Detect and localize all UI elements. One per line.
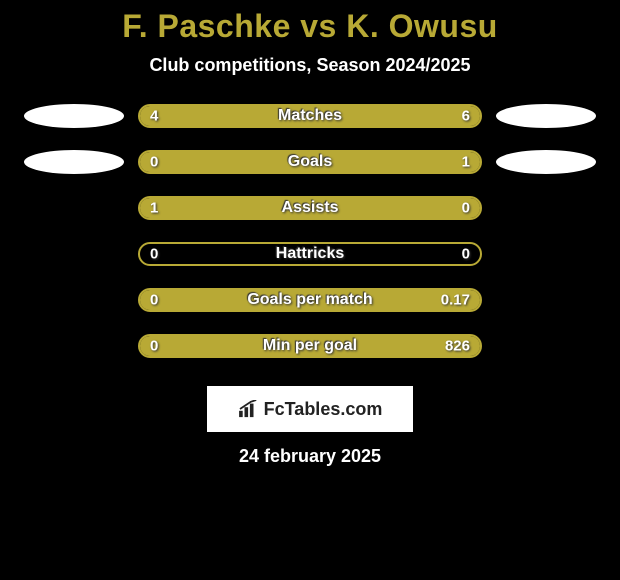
stat-bar: 4 6 Matches bbox=[138, 104, 482, 128]
stat-bar: 0 826 Min per goal bbox=[138, 334, 482, 358]
right-team-marker bbox=[496, 104, 596, 128]
logo-box[interactable]: FcTables.com bbox=[207, 386, 413, 432]
value-left: 4 bbox=[150, 108, 158, 125]
date-label: 24 february 2025 bbox=[0, 446, 620, 467]
stat-row: 0 0.17 Goals per match bbox=[0, 288, 620, 312]
right-spacer bbox=[496, 242, 596, 266]
stat-bar: 0 1 Goals bbox=[138, 150, 482, 174]
logo-text: FcTables.com bbox=[238, 399, 383, 420]
left-spacer bbox=[24, 288, 124, 312]
right-spacer bbox=[496, 196, 596, 220]
page-title: F. Paschke vs K. Owusu bbox=[0, 8, 620, 45]
value-right: 6 bbox=[462, 108, 470, 125]
value-left: 0 bbox=[150, 338, 158, 355]
value-right: 0.17 bbox=[441, 292, 470, 309]
value-right: 1 bbox=[462, 154, 470, 171]
right-spacer bbox=[496, 334, 596, 358]
stat-label: Matches bbox=[278, 107, 342, 125]
right-spacer bbox=[496, 288, 596, 312]
stat-row: 1 0 Assists bbox=[0, 196, 620, 220]
value-left: 0 bbox=[150, 246, 158, 263]
value-left: 0 bbox=[150, 292, 158, 309]
stat-bar: 0 0.17 Goals per match bbox=[138, 288, 482, 312]
stat-label: Assists bbox=[282, 199, 339, 217]
logo-label: FcTables.com bbox=[264, 399, 383, 420]
value-right: 0 bbox=[462, 200, 470, 217]
value-right: 0 bbox=[462, 246, 470, 263]
stat-label: Goals bbox=[288, 153, 332, 171]
stat-label: Goals per match bbox=[247, 291, 372, 309]
stat-bar: 1 0 Assists bbox=[138, 196, 482, 220]
value-left: 0 bbox=[150, 154, 158, 171]
stat-row: 0 1 Goals bbox=[0, 150, 620, 174]
value-left: 1 bbox=[150, 200, 158, 217]
stat-row: 4 6 Matches bbox=[0, 104, 620, 128]
stat-row: 0 0 Hattricks bbox=[0, 242, 620, 266]
left-spacer bbox=[24, 334, 124, 358]
stat-label: Hattricks bbox=[276, 245, 344, 263]
chart-icon bbox=[238, 400, 260, 418]
stat-label: Min per goal bbox=[263, 337, 357, 355]
left-spacer bbox=[24, 196, 124, 220]
subtitle: Club competitions, Season 2024/2025 bbox=[0, 55, 620, 76]
value-right: 826 bbox=[445, 338, 470, 355]
left-spacer bbox=[24, 242, 124, 266]
stat-bar: 0 0 Hattricks bbox=[138, 242, 482, 266]
comparison-bars: 4 6 Matches 0 1 Goals 1 0 Assists 0 0 Hattricks 0 0.1… bbox=[0, 104, 620, 380]
stat-row: 0 826 Min per goal bbox=[0, 334, 620, 358]
fill-left bbox=[140, 106, 276, 126]
right-team-marker bbox=[496, 150, 596, 174]
left-team-marker bbox=[24, 150, 124, 174]
left-team-marker bbox=[24, 104, 124, 128]
